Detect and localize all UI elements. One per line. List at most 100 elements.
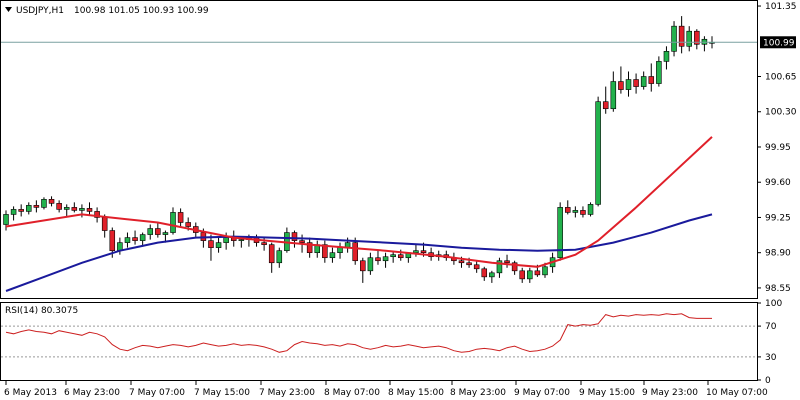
candle-body [519,270,525,280]
chart-frames [0,0,758,381]
candle [633,73,639,94]
time-tick-label: 7 May 15:00 [194,388,250,398]
candle-body [86,208,93,212]
price-tick-label: 99.25 [765,213,791,223]
candle [63,204,70,217]
candle [663,46,670,70]
candle [473,260,480,273]
candle-body [291,232,298,241]
candle [519,267,525,283]
main-chart-frame [0,0,758,299]
candle-body [413,250,419,253]
candle-body [557,207,563,259]
candle [671,21,677,57]
time-tick-label: 7 May 07:00 [129,388,185,398]
candle [215,237,222,253]
price-tick-label: 101.35 [765,2,797,12]
candle [640,71,647,90]
candle-body [18,209,24,212]
candle-body [481,268,488,278]
time-axis: 6 May 2013 6 May 23:00 7 May 07:00 7 May 15… [4,381,768,398]
candle [390,250,396,263]
candle-body [208,240,214,248]
candle-body [299,240,305,243]
candle-body [397,254,404,259]
candle [686,26,692,52]
candlestick-series [3,16,715,283]
candle-body [678,25,685,47]
price-tick-label: 100.30 [765,108,797,118]
candle [527,267,533,283]
candle [481,266,488,281]
candle-body [420,250,427,253]
rsi-line [5,313,712,353]
candle [284,227,290,253]
candle [678,16,685,54]
rsi-series: 100 70 30 0 [1,299,782,386]
candle-body [542,266,548,276]
candle-body [306,242,313,253]
price-tick-label: 98.55 [765,284,791,294]
candle [618,66,624,94]
candle [489,270,495,283]
candle-body [94,211,100,218]
candle-body [26,205,32,212]
candle-body [268,244,275,264]
price-tick-label: 99.95 [765,143,791,153]
candle-body [170,212,176,233]
candle [132,230,138,245]
triangle-down-icon[interactable] [5,7,12,12]
rsi-header: RSI(14) 80.3075 [5,306,78,316]
candle [276,247,283,268]
candle-body [580,210,586,215]
candle [139,232,146,247]
candle [337,242,343,259]
candle [71,202,78,213]
candle [314,240,321,258]
candle-body [124,237,131,243]
candle [564,200,571,215]
candle-body [466,262,472,266]
candle-body [238,239,245,241]
candle [367,252,374,275]
time-tick-label: 8 May 23:00 [450,388,506,398]
candle-body [511,262,518,272]
candle-body [564,207,571,213]
time-tick-label: 6 May 23:00 [64,388,120,398]
candle-body [671,25,677,52]
candle-body [527,270,533,280]
candle [208,234,214,261]
time-tick-label: 10 May 07:00 [706,388,768,398]
candle [701,36,708,52]
candle [496,257,503,278]
candle [405,252,412,263]
candle [572,206,579,218]
current-price-label: 100.99 [763,38,795,48]
candle-body [640,76,647,87]
rsi-tick-label: 0 [765,376,771,386]
candle-body [390,254,396,258]
ohlc-values: 100.98 101.05 100.93 100.99 [74,6,209,16]
time-tick-label: 6 May 2013 [4,388,57,398]
candle [322,240,328,263]
candle-body [663,51,670,62]
candle [587,202,594,217]
candle [306,237,313,258]
candle-body [473,264,480,270]
candle-body [101,217,108,231]
candle-body [534,270,541,276]
candle-body [63,207,70,210]
candle-body [155,228,161,235]
candle-body [496,260,503,274]
candle [557,202,563,261]
candle-body [322,244,328,259]
candle-body [572,210,579,213]
rsi-panel: RSI(14) 80.3075 100 70 30 0 [1,299,782,386]
candle [382,252,389,268]
candle [33,200,40,213]
candle [177,208,184,228]
candle [94,207,100,223]
price-tick-label: 99.60 [765,178,791,188]
candle-body [147,228,154,235]
